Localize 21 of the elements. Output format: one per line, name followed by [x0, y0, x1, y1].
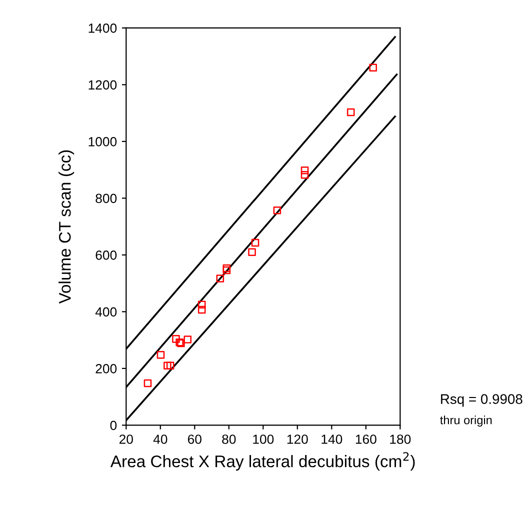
x-axis-title: Area Chest X Ray lateral decubitus (cm$^{2}$) [110, 452, 415, 471]
y-tick-label: 1200 [88, 80, 117, 90]
y-tick-label: 200 [96, 364, 117, 374]
x-tick-label: 60 [188, 434, 202, 444]
x-tick-label: 80 [222, 434, 236, 444]
x-tick-label: 120 [287, 434, 308, 444]
y-tick-label: 800 [96, 194, 117, 204]
x-tick-label: 100 [253, 434, 274, 444]
y-tick-label: 1400 [88, 24, 117, 33]
x-tick-label: 160 [356, 434, 376, 444]
text: thru origin [440, 416, 492, 427]
y-tick-label: 600 [96, 250, 117, 260]
x-tick-label: 40 [153, 434, 168, 444]
x-tick-label: 20 [119, 434, 133, 444]
text: Rsq = 0.9908 [441, 394, 522, 407]
y-tick-label: 400 [95, 307, 117, 317]
x-tick-label: 180 [390, 434, 411, 444]
y-tick-label: 1000 [88, 137, 117, 146]
y-axis-title: Volume CT scan (cc) [58, 150, 74, 304]
y-tick-label: 0 [110, 420, 117, 430]
x-tick-label: 140 [322, 434, 342, 444]
